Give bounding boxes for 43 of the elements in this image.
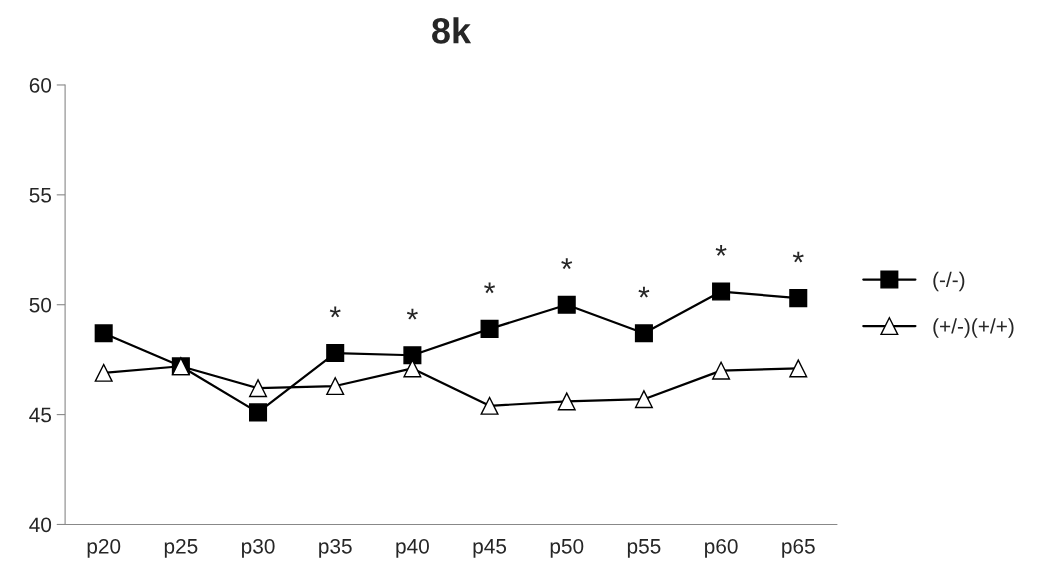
point: [789, 359, 808, 378]
x-tick-label: p65: [782, 538, 815, 558]
point: [480, 319, 499, 338]
annotation: *: [638, 286, 650, 298]
annotation: *: [484, 282, 496, 294]
y-tick-label: 50: [29, 297, 52, 313]
y-tick-label: 60: [29, 77, 52, 93]
point: [557, 392, 576, 411]
x-tick-label: p55: [627, 539, 661, 558]
point: [326, 344, 345, 363]
y-tick-label: 40: [29, 517, 52, 533]
point: [634, 390, 653, 409]
point: [634, 324, 653, 343]
x-tick-label: p20: [87, 538, 121, 558]
x-tick-label: p35: [319, 538, 352, 558]
legend-label: (+/-)(+/+): [933, 318, 1014, 338]
annotation: *: [561, 258, 573, 269]
point: [557, 295, 576, 314]
point: [789, 289, 808, 308]
point: [480, 396, 499, 415]
annotation: *: [406, 308, 418, 320]
y-tick-label: 55: [29, 188, 52, 203]
chart-title: 8k: [432, 17, 472, 44]
x-tick-label: p60: [705, 538, 738, 558]
annotation: *: [715, 245, 727, 256]
annotation: *: [792, 251, 804, 263]
x-tick-label: p40: [396, 538, 429, 558]
legend-label: (-/-): [933, 271, 965, 292]
point: [326, 376, 345, 396]
x-tick-label: p25: [164, 538, 198, 558]
point: [712, 361, 731, 380]
point: [403, 346, 422, 365]
x-tick-label: p30: [242, 538, 275, 558]
point: [94, 324, 113, 343]
point: [712, 282, 731, 301]
y-tick-label: 45: [29, 407, 52, 423]
x-tick-label: p50: [550, 538, 584, 558]
annotation: *: [329, 306, 341, 318]
x-tick-label: p45: [473, 539, 507, 558]
point: [249, 379, 268, 398]
point: [403, 359, 422, 378]
point: [249, 403, 268, 422]
point: [94, 363, 113, 382]
